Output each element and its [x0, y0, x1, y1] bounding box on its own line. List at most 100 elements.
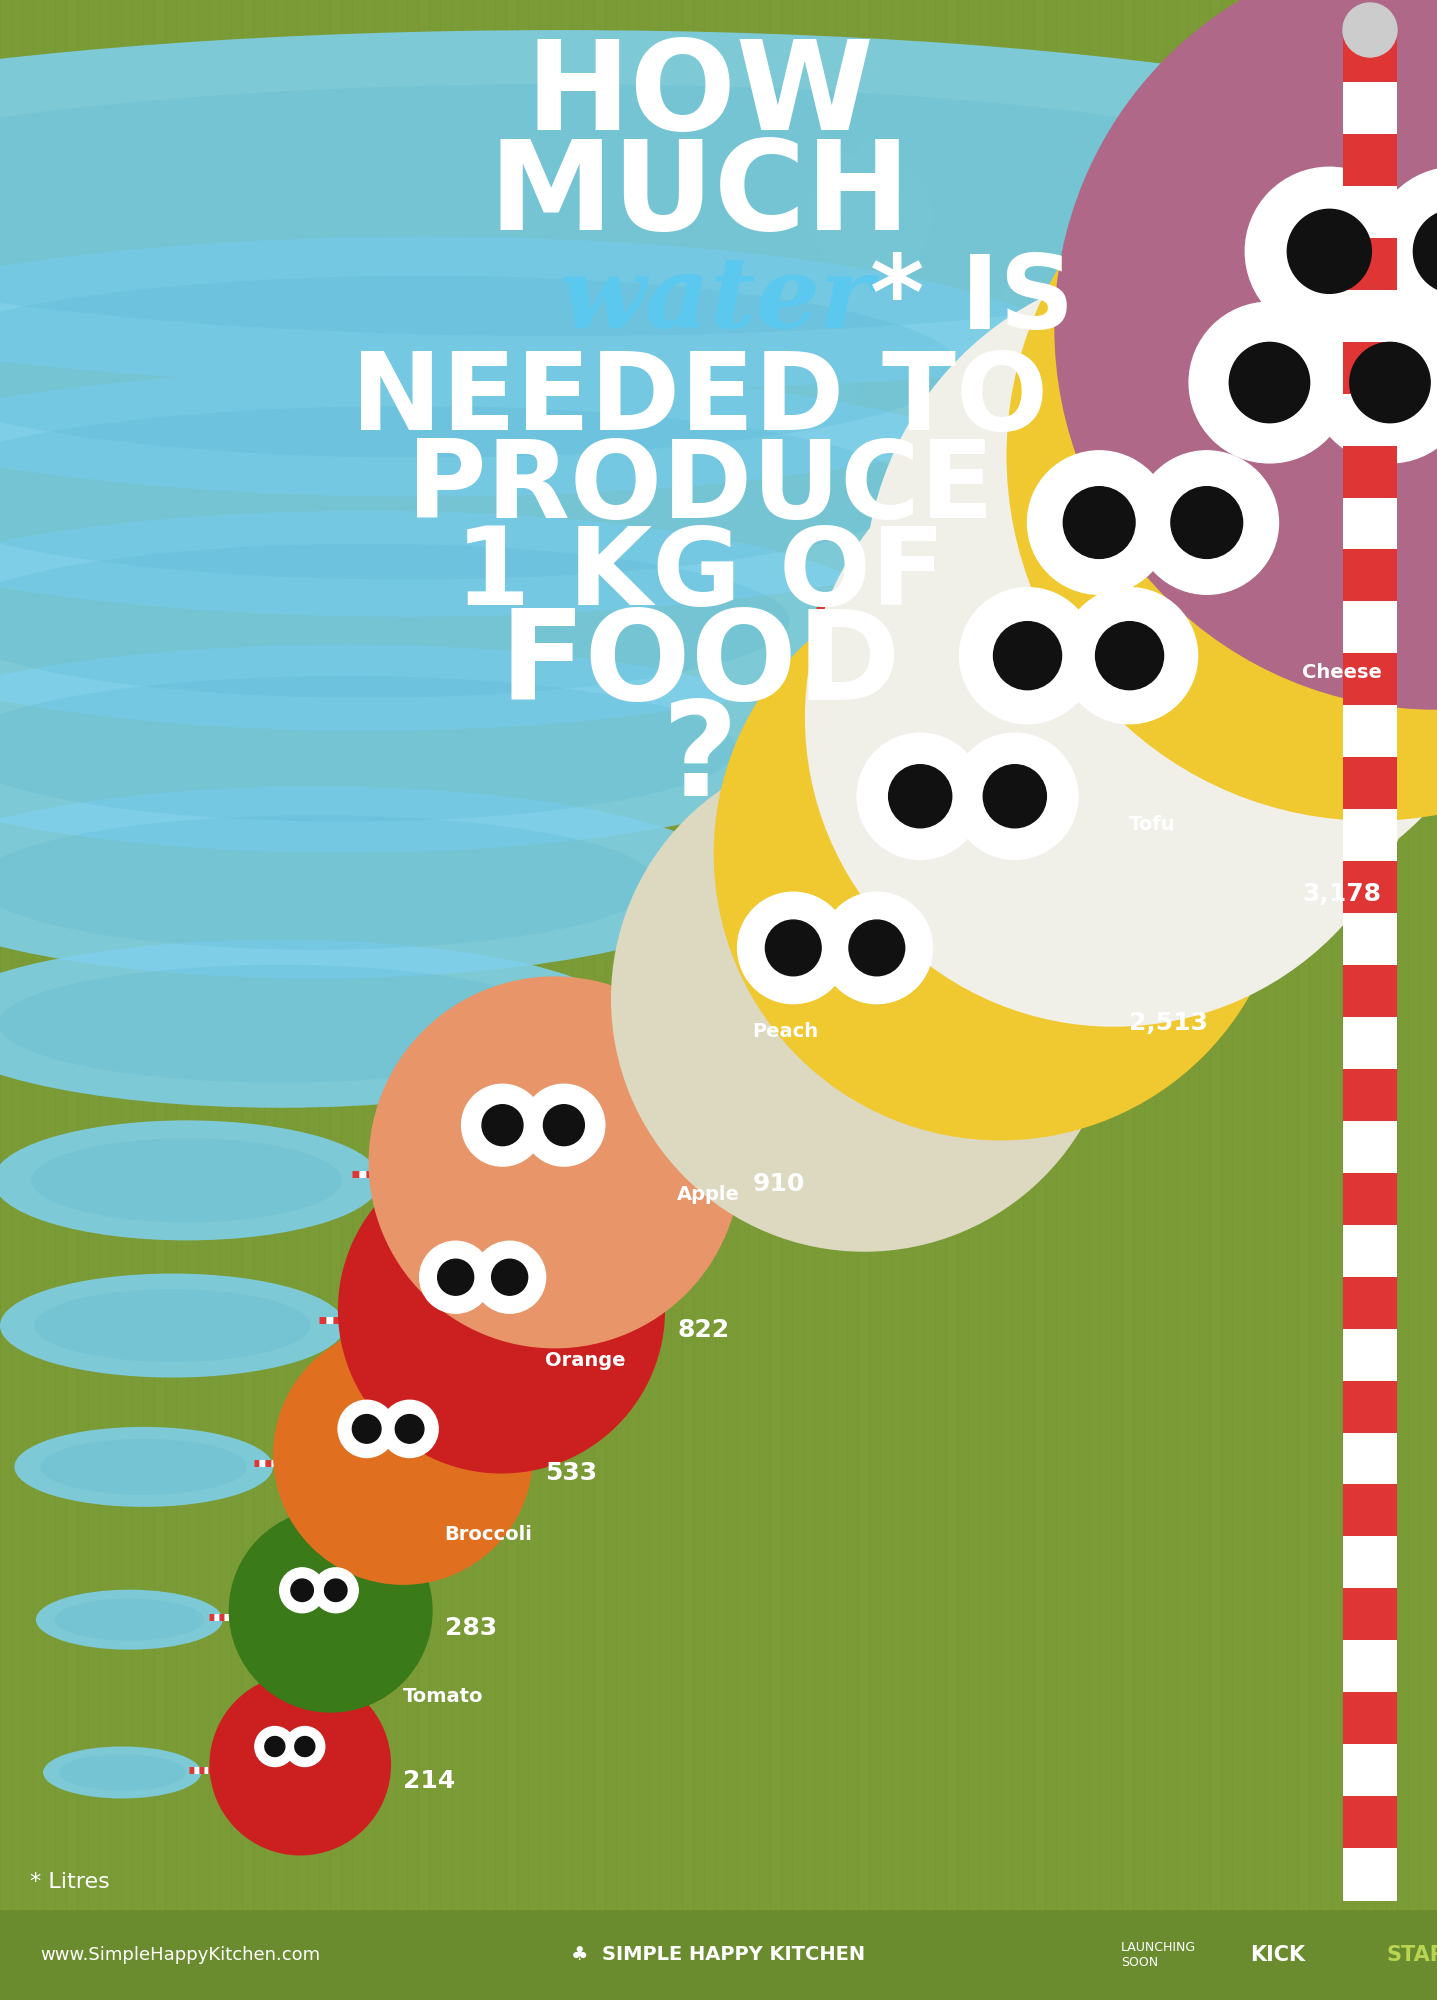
- Circle shape: [420, 1242, 491, 1314]
- Ellipse shape: [0, 940, 632, 1108]
- Circle shape: [865, 262, 1437, 914]
- Ellipse shape: [0, 644, 833, 852]
- Ellipse shape: [0, 544, 789, 698]
- Bar: [1344, 862, 1397, 914]
- Ellipse shape: [32, 1138, 342, 1222]
- Bar: [1344, 1588, 1397, 1642]
- Bar: [1344, 1640, 1397, 1694]
- Circle shape: [808, 152, 931, 276]
- Bar: [1344, 810, 1397, 862]
- Circle shape: [714, 566, 1288, 1140]
- Bar: [1344, 914, 1397, 966]
- Circle shape: [1063, 486, 1135, 558]
- Circle shape: [523, 1084, 605, 1166]
- Circle shape: [474, 1242, 546, 1314]
- Text: 283: 283: [444, 1616, 497, 1640]
- Bar: [1344, 1016, 1397, 1070]
- Circle shape: [1371, 168, 1437, 336]
- Text: HOW: HOW: [526, 34, 874, 156]
- Ellipse shape: [0, 368, 1042, 616]
- Text: 822: 822: [677, 1318, 729, 1342]
- Text: ?: ?: [662, 696, 739, 824]
- Ellipse shape: [0, 964, 562, 1082]
- Circle shape: [960, 588, 1095, 724]
- Ellipse shape: [0, 1120, 381, 1240]
- Circle shape: [983, 764, 1046, 828]
- Text: NEEDED TO: NEEDED TO: [352, 348, 1049, 454]
- Circle shape: [856, 734, 983, 860]
- Circle shape: [611, 746, 1118, 1252]
- Circle shape: [967, 298, 1052, 382]
- Circle shape: [273, 1324, 533, 1584]
- Bar: [1344, 1276, 1397, 1330]
- Text: 214: 214: [402, 1770, 456, 1794]
- Polygon shape: [810, 346, 851, 386]
- Text: KICK: KICK: [1250, 1944, 1305, 1964]
- Bar: [1344, 394, 1397, 446]
- Text: Tofu: Tofu: [1129, 814, 1175, 834]
- Text: Broccoli: Broccoli: [444, 1526, 533, 1544]
- Circle shape: [821, 892, 933, 1004]
- Ellipse shape: [0, 236, 1092, 496]
- Ellipse shape: [0, 276, 958, 458]
- Text: STARTER: STARTER: [1387, 1944, 1437, 1964]
- Circle shape: [543, 1104, 585, 1146]
- Bar: [1344, 446, 1397, 498]
- Circle shape: [338, 1146, 665, 1474]
- Bar: [0, 1910, 1437, 2000]
- Text: Orange: Orange: [545, 1352, 625, 1370]
- Circle shape: [395, 1414, 424, 1444]
- Circle shape: [325, 1580, 346, 1602]
- Text: 3,178: 3,178: [1302, 882, 1381, 906]
- Ellipse shape: [14, 1426, 273, 1506]
- Circle shape: [1055, 0, 1437, 710]
- Bar: [1344, 1536, 1397, 1590]
- Circle shape: [290, 1580, 313, 1602]
- Bar: [1344, 290, 1397, 342]
- Ellipse shape: [55, 1598, 204, 1640]
- Text: water: water: [560, 252, 874, 348]
- Circle shape: [491, 1260, 527, 1296]
- Ellipse shape: [59, 1754, 185, 1790]
- Bar: [1344, 1172, 1397, 1226]
- Circle shape: [352, 1414, 381, 1444]
- Circle shape: [1062, 588, 1197, 724]
- Bar: [1344, 342, 1397, 394]
- Ellipse shape: [34, 1290, 310, 1362]
- Circle shape: [849, 920, 905, 976]
- Text: Peach: Peach: [753, 1022, 819, 1042]
- Bar: [1344, 30, 1397, 82]
- Circle shape: [1246, 168, 1414, 336]
- Ellipse shape: [0, 406, 915, 580]
- Ellipse shape: [0, 816, 655, 950]
- Bar: [1344, 758, 1397, 810]
- Ellipse shape: [0, 1274, 345, 1378]
- Ellipse shape: [40, 1438, 247, 1494]
- Circle shape: [1229, 342, 1309, 422]
- Circle shape: [737, 892, 849, 1004]
- Text: 533: 533: [545, 1462, 598, 1486]
- Bar: [1344, 550, 1397, 602]
- Circle shape: [1190, 302, 1349, 462]
- Text: www.SimpleHappyKitchen.com: www.SimpleHappyKitchen.com: [40, 1946, 320, 1964]
- Circle shape: [438, 1260, 474, 1296]
- Bar: [1344, 134, 1397, 186]
- Bar: [1344, 238, 1397, 290]
- Circle shape: [1414, 210, 1437, 294]
- Circle shape: [461, 1084, 543, 1166]
- Circle shape: [1027, 450, 1171, 594]
- Bar: [1344, 1484, 1397, 1538]
- Ellipse shape: [0, 510, 895, 730]
- Circle shape: [1095, 622, 1164, 690]
- Circle shape: [481, 1104, 523, 1146]
- Circle shape: [313, 1568, 358, 1612]
- Circle shape: [338, 1400, 395, 1458]
- Bar: [1344, 498, 1397, 550]
- Bar: [1344, 186, 1397, 238]
- Text: 910: 910: [753, 1172, 805, 1196]
- Circle shape: [295, 1736, 315, 1756]
- Bar: [1344, 82, 1397, 134]
- Circle shape: [993, 622, 1062, 690]
- Text: Tomato: Tomato: [402, 1686, 484, 1706]
- Bar: [1344, 1796, 1397, 1850]
